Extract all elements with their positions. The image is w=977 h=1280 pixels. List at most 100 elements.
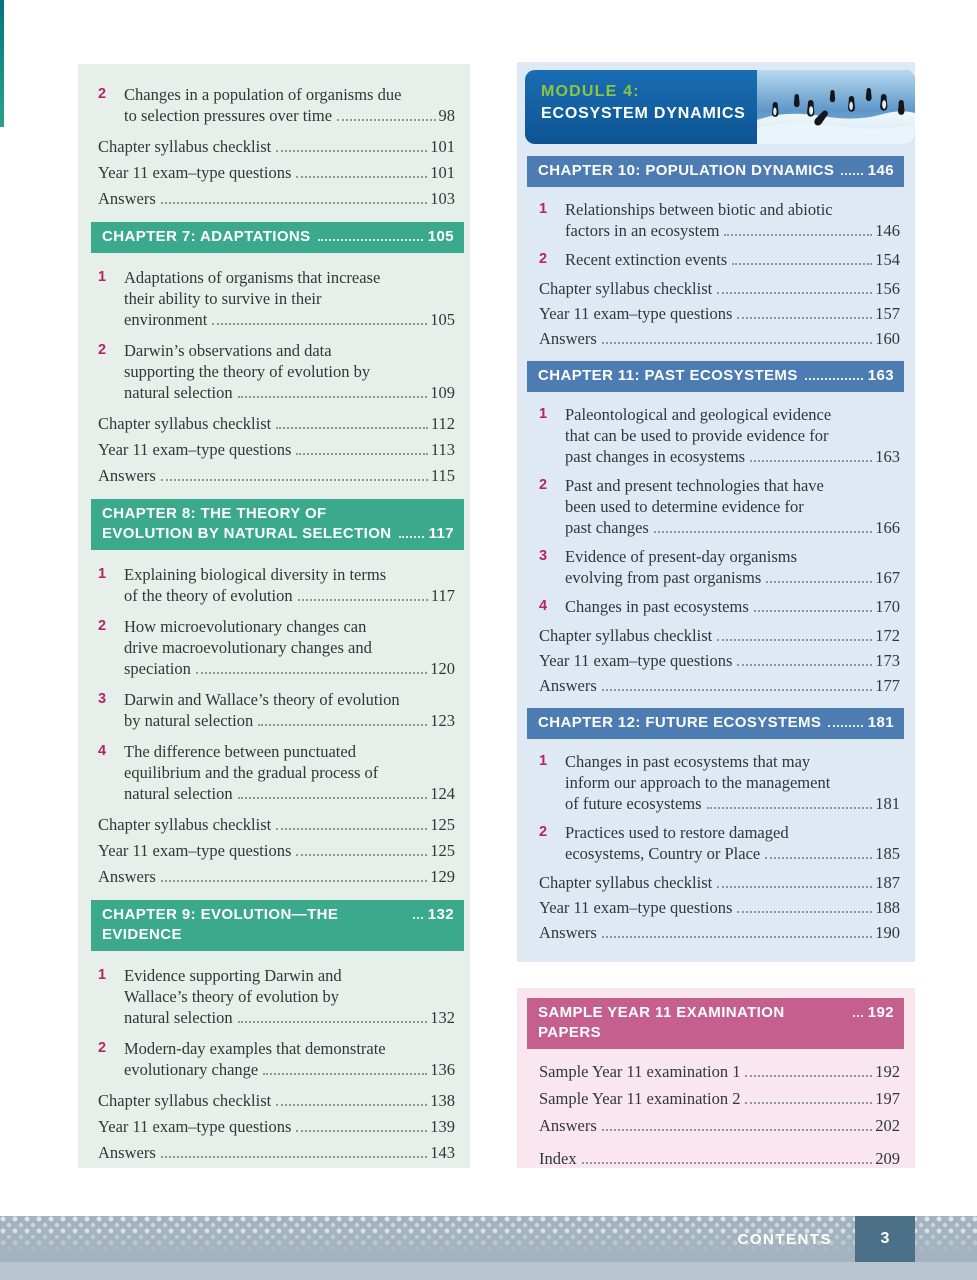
entry-line: Chapter syllabus checklist 172 [539, 625, 900, 646]
entry-line: Year 11 exam–type questions 125 [98, 840, 455, 861]
dot-leader [745, 1102, 873, 1104]
entry-line: factors in an ecosystem 146 [565, 220, 900, 241]
entry-line: evolutionary change 136 [124, 1059, 455, 1080]
entry-line: Year 11 exam–type questions 188 [539, 897, 900, 918]
entry-text: Changes in past ecosystems [565, 597, 749, 616]
entry-page-number: 173 [875, 651, 900, 670]
entry-line: Changes in a population of organisms due [124, 85, 402, 104]
page-number: 3 [880, 1230, 890, 1247]
toc-entry: 1 Changes in past ecosystems that may info… [539, 751, 900, 814]
entry-number: 2 [539, 824, 548, 840]
entry-line: their ability to survive in their [124, 289, 322, 308]
entry-line: of the theory of evolution 117 [124, 585, 455, 606]
toc-entry: 1 Evidence supporting Darwin and Wallace’s… [98, 965, 455, 1028]
entry-line: of future ecosystems 181 [565, 793, 900, 814]
entry-line: Past and present technologies that have [565, 476, 824, 495]
chapter-heading-title: SAMPLE YEAR 11 EXAMINATION PAPERS [538, 1004, 785, 1041]
entry-text: Answers [98, 1143, 156, 1162]
entry-line: Year 11 exam–type questions 157 [539, 303, 900, 324]
toc-entry: Year 11 exam–type questions 157 [539, 303, 900, 324]
dot-leader [581, 1162, 873, 1164]
entry-line: Darwin and Wallace’s theory of evolution [124, 690, 400, 709]
chapter-heading-band: SAMPLE YEAR 11 EXAMINATION PAPERS 192 [527, 998, 904, 1049]
toc-entry: 2 Darwin’s observations and data supportin… [98, 340, 455, 403]
entry-number: 3 [98, 691, 107, 707]
entry-page-number: 105 [430, 310, 455, 329]
chapter-heading-title: CHAPTER 8: THE THEORY OF [102, 505, 327, 522]
dot-leader [601, 689, 873, 691]
dot-leader [398, 536, 424, 538]
entry-text: evolving from past organisms [565, 568, 762, 587]
left-toc-panel: 2 Changes in a population of organisms du… [78, 64, 470, 1168]
entry-text: Chapter syllabus checklist [539, 873, 713, 892]
page-edge-accent-bar [0, 0, 4, 127]
toc-entry: Year 11 exam–type questions 101 [98, 162, 455, 183]
entry-line: Answers 115 [98, 465, 455, 486]
entry-page-number: 167 [875, 568, 900, 587]
dot-leader [852, 1015, 863, 1017]
toc-entry: Answers 103 [98, 188, 455, 209]
dot-leader [601, 936, 873, 938]
entry-line: Sample Year 11 examination 2 197 [539, 1088, 900, 1109]
toc-entry: 1 Paleontological and geological evidence… [539, 404, 900, 467]
entry-page-number: 117 [430, 586, 455, 605]
dot-leader [296, 453, 428, 455]
entry-text: Chapter syllabus checklist [98, 815, 272, 834]
toc-entry: Answers 177 [539, 675, 900, 696]
chapter-heading-band: CHAPTER 8: THE THEORY OF EVOLUTION BY NAT… [91, 499, 464, 550]
entry-text: Answers [98, 466, 156, 485]
penguins-photo [757, 70, 915, 144]
entry-text: factors in an ecosystem [565, 221, 720, 240]
entry-page-number: 132 [430, 1008, 455, 1027]
entry-number: 2 [98, 86, 107, 102]
dot-leader [841, 173, 863, 175]
entry-line: Changes in past ecosystems that may [565, 752, 811, 771]
dot-leader [601, 1129, 873, 1131]
entry-line: Modern-day examples that demonstrate [124, 1039, 386, 1058]
dot-leader [804, 378, 863, 380]
dot-leader [717, 292, 873, 294]
entry-number: 1 [98, 269, 107, 285]
dot-leader [745, 1075, 873, 1077]
dot-leader [258, 724, 428, 726]
entry-text: Answers [98, 867, 156, 886]
dot-leader [212, 323, 428, 325]
entry-line: Year 11 exam–type questions 101 [98, 162, 455, 183]
entry-text: Chapter syllabus checklist [539, 626, 713, 645]
entry-line: Chapter syllabus checklist 112 [98, 413, 455, 434]
entry-line: Chapter syllabus checklist 125 [98, 814, 455, 835]
entry-page-number: 139 [430, 1117, 455, 1136]
module-4-banner: MODULE 4: ECOSYSTEM DYNAMICS [525, 70, 915, 144]
toc-entry: 2 Modern-day examples that demonstrate evo… [98, 1038, 455, 1080]
entry-page-number: 136 [430, 1060, 455, 1079]
entry-line: ecosystems, Country or Place 185 [565, 843, 900, 864]
dot-leader [296, 854, 428, 856]
entry-line: Wallace’s theory of evolution by [124, 987, 339, 1006]
entry-text: Answers [539, 676, 597, 695]
dot-leader [276, 427, 428, 429]
chapter-heading-band: CHAPTER 12: FUTURE ECOSYSTEMS 181 [527, 708, 904, 739]
entry-line: Year 11 exam–type questions 139 [98, 1116, 455, 1137]
entry-line: Adaptations of organisms that increase [124, 268, 381, 287]
entry-text: Index [539, 1149, 577, 1168]
chapter-heading-band: CHAPTER 11: PAST ECOSYSTEMS 163 [527, 361, 904, 392]
entry-number: 1 [539, 406, 548, 422]
entry-line: environment 105 [124, 309, 455, 330]
entry-page-number: 113 [430, 440, 455, 459]
entry-line: to selection pressures over time 98 [124, 105, 455, 126]
entry-text: natural selection [124, 1008, 233, 1027]
entry-line: drive macroevolutionary changes and [124, 638, 372, 657]
entry-line: inform our approach to the management [565, 773, 831, 792]
entry-page-number: 170 [875, 597, 900, 616]
entry-page-number: 120 [430, 659, 455, 678]
entry-page-number: 190 [875, 923, 900, 942]
entry-text: Recent extinction events [565, 250, 728, 269]
dot-leader [737, 664, 873, 666]
entry-line: Practices used to restore damaged [565, 823, 789, 842]
entry-page-number: 209 [875, 1149, 900, 1168]
toc-entry: 1 Relationships between biotic and abioti… [539, 199, 900, 241]
footer-bottom-strip [0, 1262, 977, 1280]
entry-line: Year 11 exam–type questions 113 [98, 439, 455, 460]
entry-line: natural selection 124 [124, 783, 455, 804]
entry-line: natural selection 109 [124, 382, 455, 403]
